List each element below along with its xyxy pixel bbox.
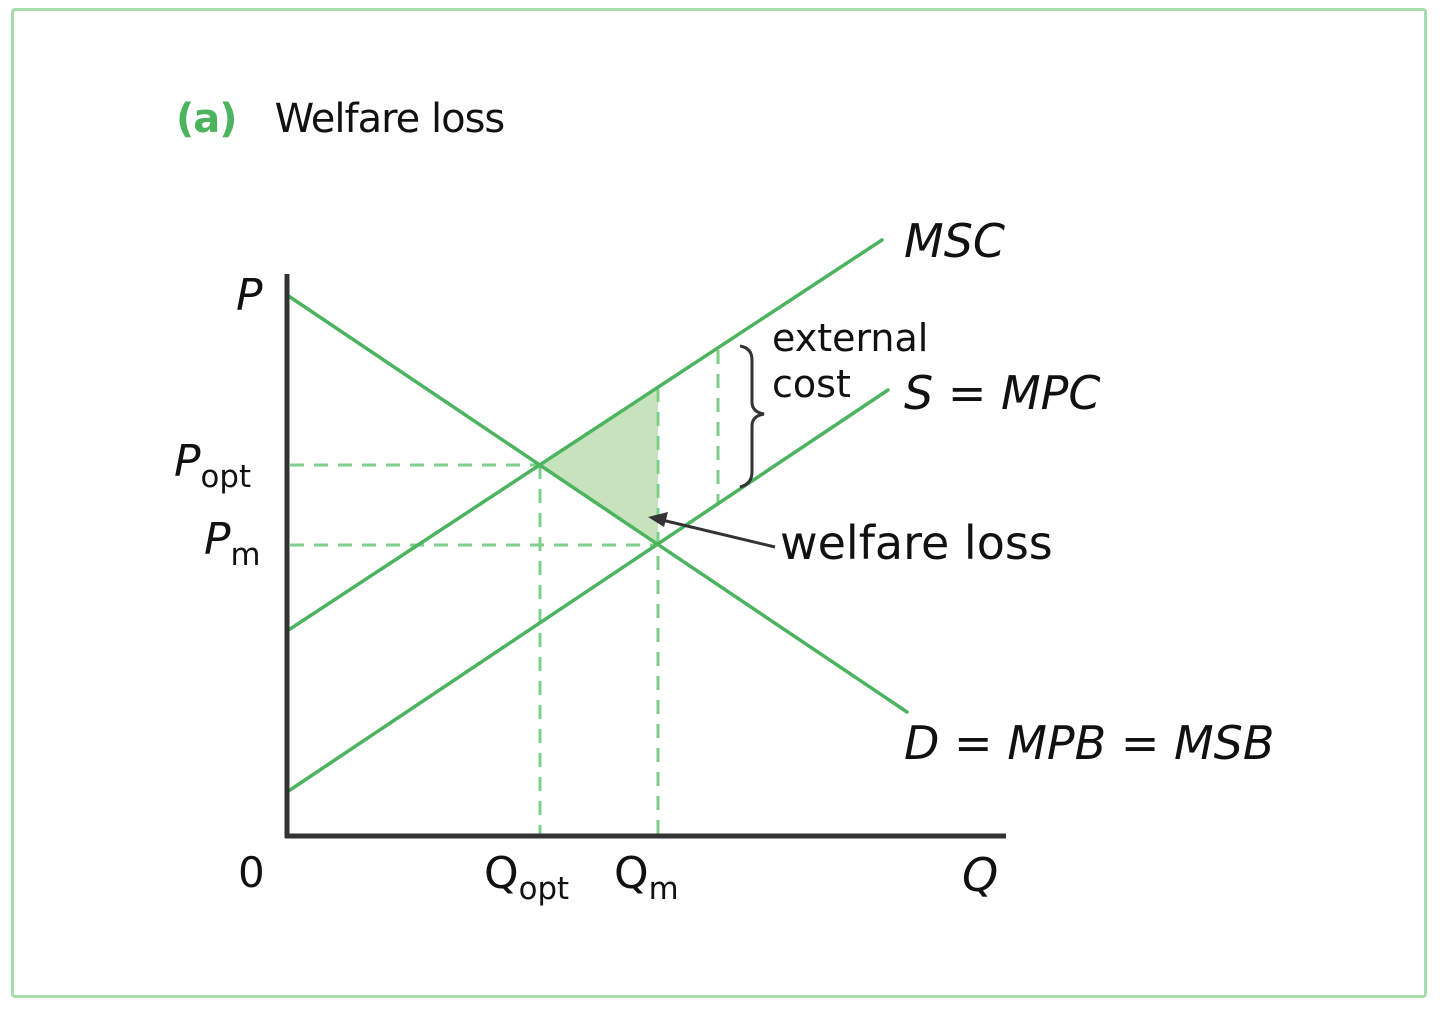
welfare-loss-label: welfare loss (780, 516, 1053, 570)
origin-label: 0 (238, 848, 265, 897)
external-cost-brace (739, 344, 765, 489)
q-m-sub: m (648, 870, 679, 907)
q-m-main: Q (614, 848, 649, 899)
panel-tag: (a) (176, 96, 238, 142)
arrowhead-icon (648, 512, 668, 527)
external-cost-label-line1: external (772, 316, 929, 360)
p-m-main: P (204, 514, 231, 565)
p-opt-sub: opt (200, 458, 252, 495)
q-m-label: Qm (614, 848, 679, 907)
demand-label: D = MPB = MSB (904, 716, 1275, 770)
figure-frame (11, 8, 1427, 998)
p-m-label: Pm (204, 514, 261, 573)
p-m-sub: m (230, 536, 261, 573)
mpc-label: S = MPC (904, 366, 1101, 420)
p-opt-main: P (174, 436, 201, 487)
q-opt-sub: opt (518, 870, 570, 907)
mpc-supply-curve (285, 388, 890, 794)
demand-curve (285, 293, 909, 714)
x-axis-label: Q (962, 848, 999, 902)
msc-label: MSC (904, 214, 1006, 268)
y-axis-label: P (236, 270, 263, 321)
q-opt-label: Qopt (484, 848, 569, 907)
welfare-loss-arrow (661, 518, 776, 549)
q-opt-main: Q (484, 848, 519, 899)
external-cost-label-line2: cost (772, 362, 851, 406)
p-opt-label: Popt (174, 436, 251, 495)
welfare-loss-area (540, 388, 658, 545)
msc-curve (285, 238, 884, 633)
panel-title: (a) Welfare loss (176, 96, 506, 142)
panel-title-text: Welfare loss (274, 96, 506, 142)
